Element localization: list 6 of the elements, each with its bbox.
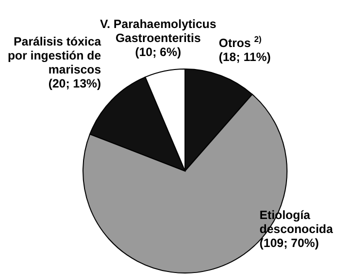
data-label: (109; 70%): [260, 236, 319, 250]
data-label: (18; 11%): [218, 50, 271, 64]
slice-label: Parálisis tóxica por ingestión de mariscos: [8, 34, 102, 76]
data-label: (10; 6%): [135, 45, 182, 60]
slice-label: Otros $^{2)}$: [218, 34, 262, 50]
data-label: (20; 13%): [48, 76, 102, 90]
